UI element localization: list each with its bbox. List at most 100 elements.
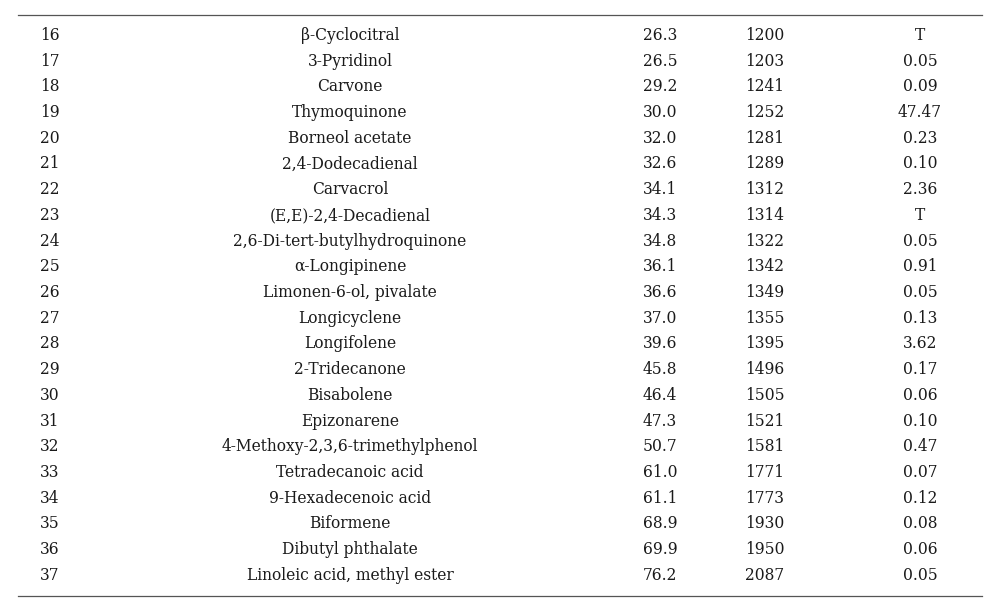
Text: 1930: 1930 [745,515,785,532]
Text: 1342: 1342 [746,258,784,275]
Text: 28: 28 [40,335,60,353]
Text: 17: 17 [40,53,60,70]
Text: 26: 26 [40,284,60,301]
Text: 18: 18 [40,78,60,96]
Text: Carvone: Carvone [317,78,383,96]
Text: 36.6: 36.6 [643,284,677,301]
Text: 0.05: 0.05 [903,567,937,584]
Text: 0.05: 0.05 [903,53,937,70]
Text: 2,4-Dodecadienal: 2,4-Dodecadienal [282,155,418,172]
Text: 0.05: 0.05 [903,232,937,250]
Text: 34.3: 34.3 [643,207,677,224]
Text: 61.1: 61.1 [643,489,677,507]
Text: 32: 32 [40,438,60,456]
Text: 30: 30 [40,387,60,404]
Text: T: T [915,27,925,44]
Text: 69.9: 69.9 [643,541,677,558]
Text: 2087: 2087 [745,567,785,584]
Text: 0.13: 0.13 [903,310,937,327]
Text: 61.0: 61.0 [643,464,677,481]
Text: 1521: 1521 [745,413,785,430]
Text: 47.3: 47.3 [643,413,677,430]
Text: 0.06: 0.06 [903,541,937,558]
Text: 2,6-Di-tert-butylhydroquinone: 2,6-Di-tert-butylhydroquinone [233,232,467,250]
Text: 3.62: 3.62 [903,335,937,353]
Text: 1581: 1581 [745,438,785,456]
Text: 0.08: 0.08 [903,515,937,532]
Text: 1771: 1771 [746,464,784,481]
Text: 50.7: 50.7 [643,438,677,456]
Text: 1395: 1395 [745,335,785,353]
Text: 1281: 1281 [746,129,784,147]
Text: 0.09: 0.09 [903,78,937,96]
Text: 20: 20 [40,129,60,147]
Text: 36: 36 [40,541,60,558]
Text: 4-Methoxy-2,3,6-trimethylphenol: 4-Methoxy-2,3,6-trimethylphenol [222,438,478,456]
Text: Borneol acetate: Borneol acetate [288,129,412,147]
Text: 2.36: 2.36 [903,181,937,198]
Text: 3-Pyridinol: 3-Pyridinol [308,53,392,70]
Text: 76.2: 76.2 [643,567,677,584]
Text: 34.1: 34.1 [643,181,677,198]
Text: 0.07: 0.07 [903,464,937,481]
Text: 27: 27 [40,310,60,327]
Text: 29: 29 [40,361,60,378]
Text: Tetradecanoic acid: Tetradecanoic acid [276,464,424,481]
Text: 34.8: 34.8 [643,232,677,250]
Text: 1496: 1496 [745,361,785,378]
Text: 0.10: 0.10 [903,413,937,430]
Text: 1252: 1252 [745,104,785,121]
Text: Carvacrol: Carvacrol [312,181,388,198]
Text: 24: 24 [40,232,60,250]
Text: 1950: 1950 [745,541,785,558]
Text: Dibutyl phthalate: Dibutyl phthalate [282,541,418,558]
Text: 30.0: 30.0 [643,104,677,121]
Text: 39.6: 39.6 [643,335,677,353]
Text: 19: 19 [40,104,60,121]
Text: T: T [915,207,925,224]
Text: 26.5: 26.5 [643,53,677,70]
Text: Linoleic acid, methyl ester: Linoleic acid, methyl ester [247,567,453,584]
Text: α-Longipinene: α-Longipinene [294,258,406,275]
Text: Bisabolene: Bisabolene [307,387,393,404]
Text: 45.8: 45.8 [643,361,677,378]
Text: 35: 35 [40,515,60,532]
Text: Biformene: Biformene [309,515,391,532]
Text: 0.23: 0.23 [903,129,937,147]
Text: 33: 33 [40,464,60,481]
Text: 31: 31 [40,413,60,430]
Text: 21: 21 [40,155,60,172]
Text: 0.10: 0.10 [903,155,937,172]
Text: 1289: 1289 [745,155,785,172]
Text: 16: 16 [40,27,60,44]
Text: 2-Tridecanone: 2-Tridecanone [294,361,406,378]
Text: 29.2: 29.2 [643,78,677,96]
Text: 0.17: 0.17 [903,361,937,378]
Text: 1241: 1241 [746,78,784,96]
Text: 36.1: 36.1 [643,258,677,275]
Text: 0.47: 0.47 [903,438,937,456]
Text: β-Cyclocitral: β-Cyclocitral [301,27,399,44]
Text: 32.0: 32.0 [643,129,677,147]
Text: 1314: 1314 [746,207,784,224]
Text: 1312: 1312 [746,181,784,198]
Text: 34: 34 [40,489,60,507]
Text: 46.4: 46.4 [643,387,677,404]
Text: 26.3: 26.3 [643,27,677,44]
Text: Limonen-6-ol, pivalate: Limonen-6-ol, pivalate [263,284,437,301]
Text: 47.47: 47.47 [898,104,942,121]
Text: 22: 22 [40,181,60,198]
Text: 68.9: 68.9 [643,515,677,532]
Text: Epizonarene: Epizonarene [301,413,399,430]
Text: 1773: 1773 [746,489,784,507]
Text: 1349: 1349 [745,284,785,301]
Text: 1200: 1200 [745,27,785,44]
Text: 0.12: 0.12 [903,489,937,507]
Text: 25: 25 [40,258,60,275]
Text: Longicyclene: Longicyclene [298,310,402,327]
Text: 1322: 1322 [746,232,784,250]
Text: 37: 37 [40,567,60,584]
Text: Longifolene: Longifolene [304,335,396,353]
Text: 32.6: 32.6 [643,155,677,172]
Text: (E,E)-2,4-Decadienal: (E,E)-2,4-Decadienal [270,207,430,224]
